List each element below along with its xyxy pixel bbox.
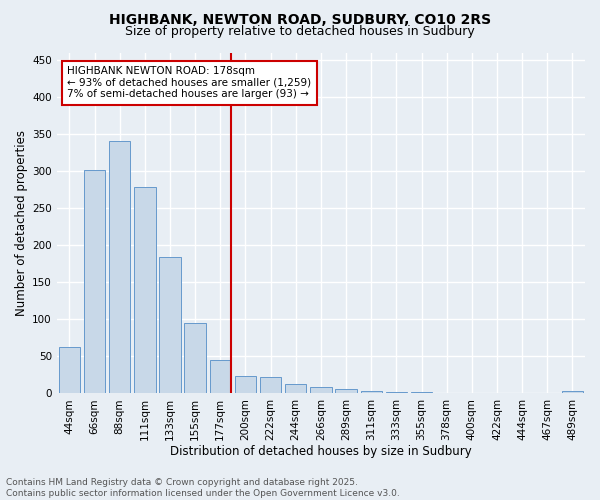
Bar	[562, 391, 583, 394]
Bar	[159, 257, 181, 394]
Bar	[209, 360, 231, 394]
Bar	[134, 186, 155, 394]
Title: HIGHBANK, NEWTON ROAD, SUDBURY, CO10 2RS
Size of property relative to detached h: HIGHBANK, NEWTON ROAD, SUDBURY, CO10 2RS…	[0, 499, 1, 500]
Bar	[361, 391, 382, 394]
Bar	[260, 377, 281, 394]
Text: HIGHBANK NEWTON ROAD: 178sqm
← 93% of detached houses are smaller (1,259)
7% of : HIGHBANK NEWTON ROAD: 178sqm ← 93% of de…	[67, 66, 311, 100]
Text: Contains HM Land Registry data © Crown copyright and database right 2025.
Contai: Contains HM Land Registry data © Crown c…	[6, 478, 400, 498]
Bar	[436, 392, 457, 394]
Bar	[386, 392, 407, 394]
Bar	[511, 392, 533, 394]
Bar	[184, 323, 206, 394]
Bar	[335, 389, 357, 394]
X-axis label: Distribution of detached houses by size in Sudbury: Distribution of detached houses by size …	[170, 444, 472, 458]
Bar	[461, 392, 482, 394]
Text: HIGHBANK, NEWTON ROAD, SUDBURY, CO10 2RS: HIGHBANK, NEWTON ROAD, SUDBURY, CO10 2RS	[109, 12, 491, 26]
Text: Size of property relative to detached houses in Sudbury: Size of property relative to detached ho…	[125, 25, 475, 38]
Bar	[310, 388, 332, 394]
Bar	[109, 140, 130, 394]
Bar	[285, 384, 307, 394]
Bar	[235, 376, 256, 394]
Bar	[84, 170, 105, 394]
Y-axis label: Number of detached properties: Number of detached properties	[15, 130, 28, 316]
Bar	[411, 392, 432, 394]
Bar	[59, 346, 80, 394]
